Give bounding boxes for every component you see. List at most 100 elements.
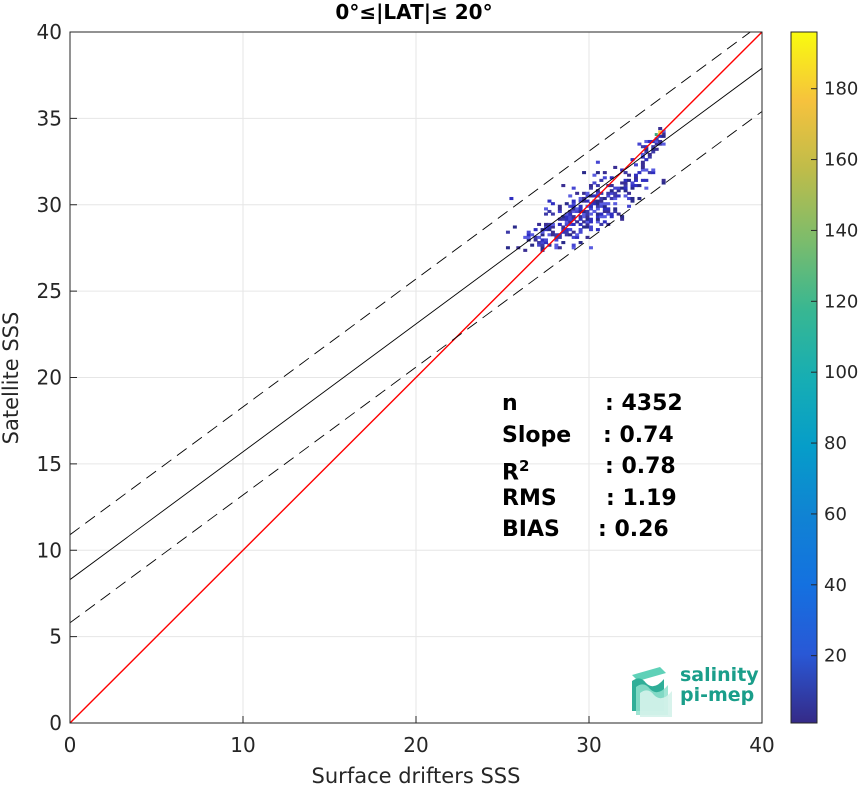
density-bin [602,209,607,214]
density-bin [571,215,576,219]
density-bin [585,194,590,198]
density-bin [592,202,597,206]
density-bin [599,215,604,219]
density-bin [568,233,573,237]
density-bin [613,186,618,190]
density-bin [599,222,604,226]
density-bin [602,204,607,208]
density-bin [585,209,590,214]
density-bin [644,178,649,182]
density-bin [571,222,576,226]
density-bin [661,134,666,138]
density-bin [595,171,600,175]
density-bin [640,163,645,167]
density-bin [661,142,666,146]
density-bin [595,199,600,203]
density-bin [589,246,593,250]
stat-r2-value: : 0.78 [605,454,676,479]
density-bin [561,215,566,219]
density-bin [609,189,614,193]
density-bin [609,215,614,219]
density-bin [564,202,569,206]
density-bin [561,241,566,245]
salinity-pi-mep-logo: salinity pi-mep [630,665,760,717]
density-bin [568,194,573,198]
density-bin [644,147,649,151]
density-bin [613,209,618,214]
density-bin [530,243,535,247]
density-bin [609,196,614,201]
density-bin [651,171,656,175]
y-tick-label: 35 [37,106,62,130]
density-bin [578,217,583,221]
density-bin [578,196,583,201]
density-bin [647,171,652,175]
density-bin [575,233,580,237]
density-bin [592,209,597,214]
density-bin [578,228,583,232]
logo-text: salinity pi-mep [680,665,759,705]
density-bin [533,235,538,239]
density-bin [568,204,573,208]
density-bin [540,228,545,232]
density-bin [599,204,604,208]
density-bin [606,207,611,211]
density-bin [582,196,587,201]
density-bin [544,212,548,216]
density-bin [585,191,590,195]
density-bin [578,199,583,203]
x-axis-ticks: 0 10 20 30 40 [64,716,775,757]
line-upper-bound [70,32,752,536]
density-bin [595,228,600,232]
density-bin [630,184,635,188]
density-bin [589,204,593,208]
density-bin [633,178,638,182]
density-bin [658,142,663,146]
density-bin [623,171,628,175]
density-bin [651,147,656,151]
density-bin [509,196,514,201]
density-bin [582,191,587,195]
density-bin [537,235,542,239]
density-bin [564,230,569,234]
density-bin [609,191,614,195]
density-bin [658,134,663,138]
density-bin [602,220,607,224]
density-bin [575,209,580,214]
x-axis-label: Surface drifters SSS [312,764,521,786]
density-bin [578,230,583,234]
density-bin [526,233,531,237]
density-bin [620,181,625,185]
density-bin [640,152,645,157]
colorbar-tick-label: 60 [824,504,847,525]
density-bin [592,181,597,185]
density-bin [571,246,576,250]
density-bin [582,209,587,214]
density-bin [620,215,625,219]
density-bin [564,215,569,219]
density-bin [550,202,555,206]
density-bin [630,199,635,203]
density-bin [623,181,628,185]
density-bin [585,215,590,219]
density-bin [537,243,542,247]
density-bin [620,217,625,221]
colorbar-frame [790,31,818,724]
colorbar-tick-label: 140 [824,220,858,241]
density-bin [595,184,600,188]
density-bin [571,230,576,234]
density-bin [609,184,614,188]
density-bin [613,196,618,201]
density-bin [589,225,593,229]
density-bin [585,217,590,221]
density-bin [661,132,666,136]
density-bin [578,215,583,219]
density-bin [640,160,645,164]
density-bin [578,209,583,214]
density-bin [547,233,552,237]
density-bin [585,212,590,216]
density-bin [637,184,642,188]
y-tick-label: 15 [37,452,62,476]
density-bin [627,178,632,182]
density-bin [571,235,576,239]
